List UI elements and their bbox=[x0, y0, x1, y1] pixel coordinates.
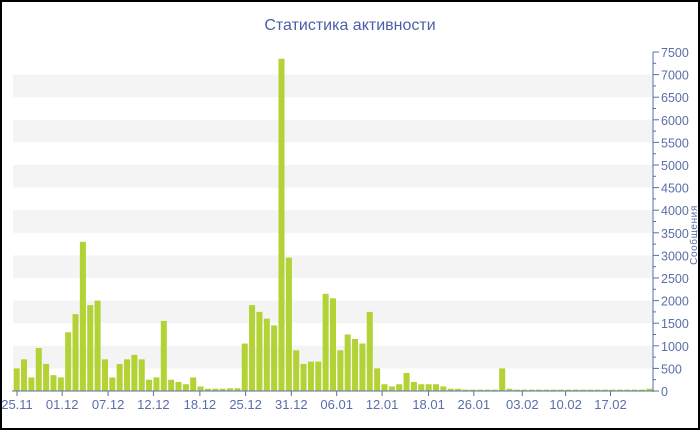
svg-text:3000: 3000 bbox=[661, 249, 689, 263]
svg-text:01.12: 01.12 bbox=[46, 397, 79, 412]
svg-text:Сообщения: Сообщения bbox=[688, 205, 700, 265]
svg-text:18.12: 18.12 bbox=[184, 397, 217, 412]
svg-text:6000: 6000 bbox=[661, 114, 689, 128]
svg-text:2000: 2000 bbox=[661, 295, 689, 309]
svg-text:03.02: 03.02 bbox=[506, 397, 539, 412]
svg-text:25.11: 25.11 bbox=[2, 397, 33, 412]
svg-text:17.02: 17.02 bbox=[594, 397, 627, 412]
svg-text:18.01: 18.01 bbox=[412, 397, 445, 412]
svg-text:4000: 4000 bbox=[661, 204, 689, 218]
svg-text:4500: 4500 bbox=[661, 182, 689, 196]
svg-text:7500: 7500 bbox=[661, 46, 689, 60]
svg-text:500: 500 bbox=[661, 362, 682, 376]
svg-text:06.01: 06.01 bbox=[320, 397, 353, 412]
svg-text:31.12: 31.12 bbox=[275, 397, 308, 412]
svg-text:5000: 5000 bbox=[661, 159, 689, 173]
svg-text:1000: 1000 bbox=[661, 340, 689, 354]
svg-text:10.02: 10.02 bbox=[549, 397, 582, 412]
svg-text:6500: 6500 bbox=[661, 91, 689, 105]
svg-text:07.12: 07.12 bbox=[92, 397, 125, 412]
svg-text:7000: 7000 bbox=[661, 69, 689, 83]
svg-text:1500: 1500 bbox=[661, 317, 689, 331]
svg-text:3500: 3500 bbox=[661, 227, 689, 241]
svg-text:26.01: 26.01 bbox=[458, 397, 491, 412]
svg-text:2500: 2500 bbox=[661, 272, 689, 286]
svg-text:12.01: 12.01 bbox=[366, 397, 399, 412]
svg-text:0: 0 bbox=[661, 385, 668, 399]
svg-text:25.12: 25.12 bbox=[229, 397, 262, 412]
svg-text:5500: 5500 bbox=[661, 136, 689, 150]
svg-text:12.12: 12.12 bbox=[137, 397, 170, 412]
